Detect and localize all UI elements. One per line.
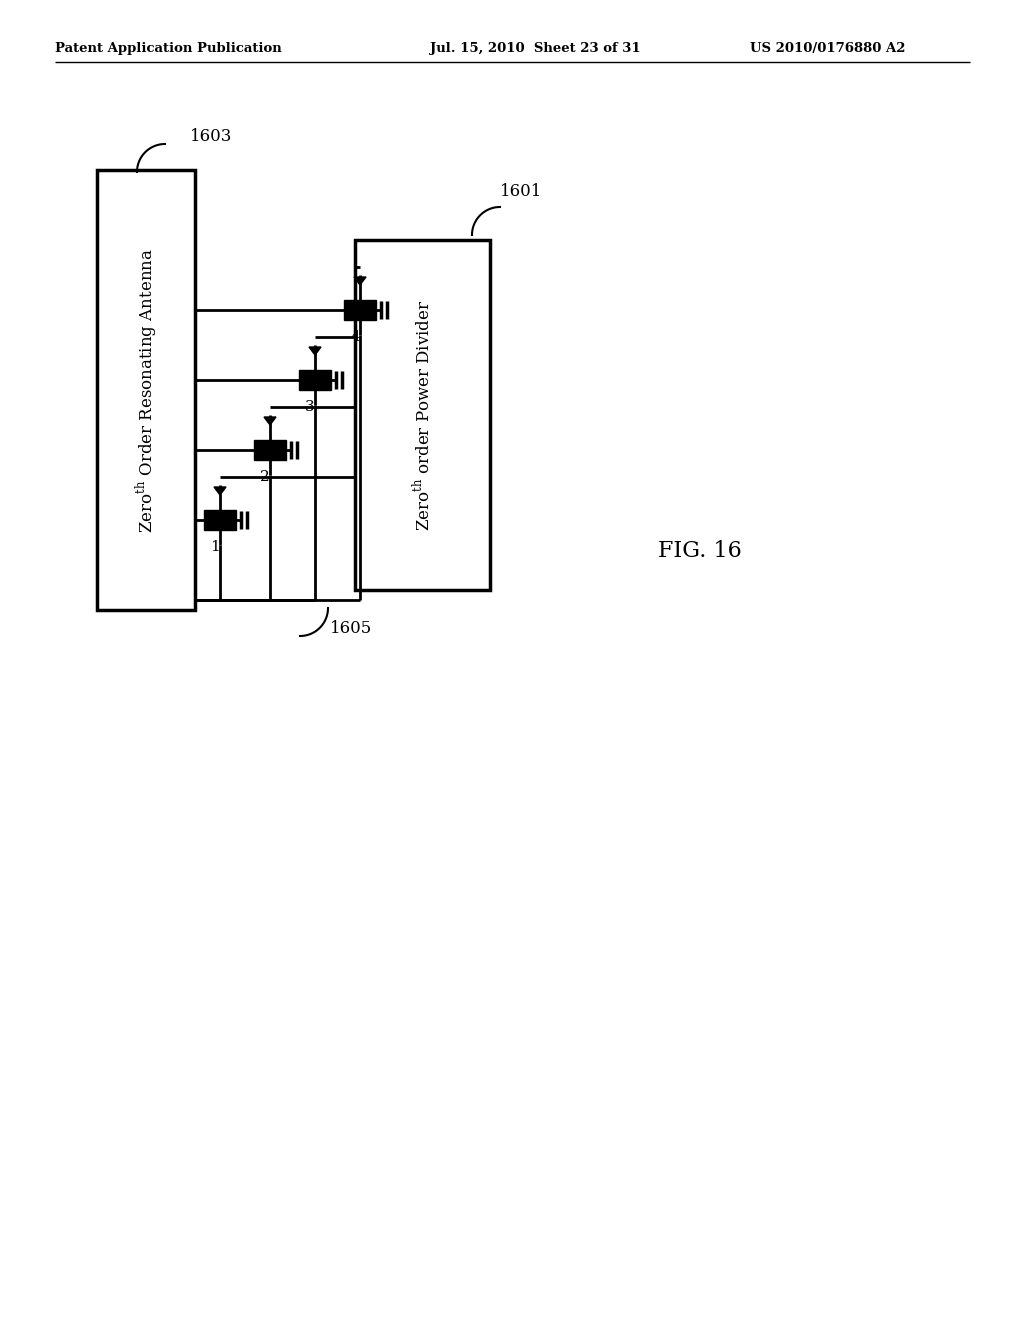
Polygon shape [354, 277, 366, 285]
Text: 1603: 1603 [190, 128, 232, 145]
Text: 4: 4 [350, 330, 359, 345]
Polygon shape [264, 417, 276, 425]
Bar [299, 370, 331, 389]
Bar [204, 510, 236, 531]
Bar [344, 300, 376, 319]
Bar [97, 170, 195, 610]
Text: 1601: 1601 [500, 183, 543, 201]
Bar [254, 440, 286, 459]
Text: 3: 3 [305, 400, 314, 414]
Text: 1: 1 [210, 540, 220, 554]
Polygon shape [214, 487, 226, 495]
Text: 1605: 1605 [330, 620, 373, 638]
Text: Jul. 15, 2010  Sheet 23 of 31: Jul. 15, 2010 Sheet 23 of 31 [430, 42, 641, 55]
Polygon shape [309, 347, 321, 355]
Text: Patent Application Publication: Patent Application Publication [55, 42, 282, 55]
Bar [355, 240, 490, 590]
Text: Zero$^{\mathregular{th}}$ Order Resonating Antenna: Zero$^{\mathregular{th}}$ Order Resonati… [133, 247, 159, 532]
Text: Zero$^{\mathregular{th}}$ order Power Divider: Zero$^{\mathregular{th}}$ order Power Di… [412, 300, 433, 531]
Text: 2: 2 [260, 470, 270, 484]
Text: US 2010/0176880 A2: US 2010/0176880 A2 [750, 42, 905, 55]
Text: FIG. 16: FIG. 16 [658, 540, 741, 562]
